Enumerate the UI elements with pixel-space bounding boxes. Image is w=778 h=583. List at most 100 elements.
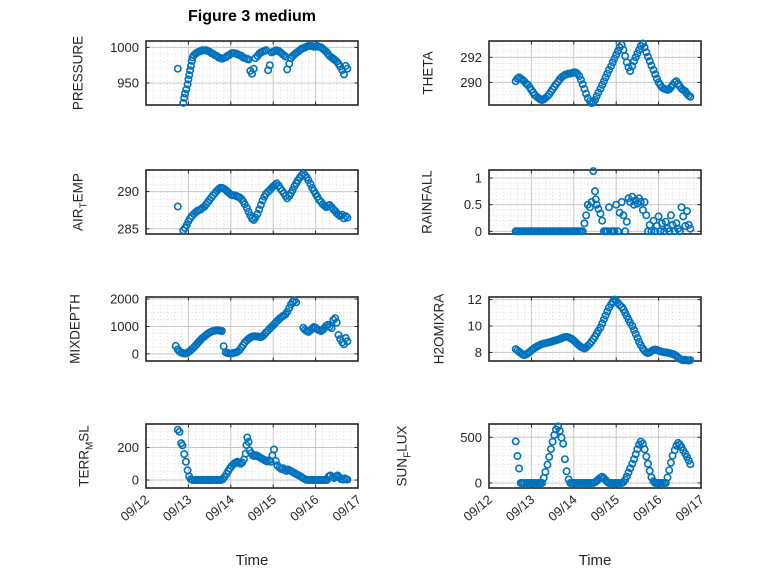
data-point-marker	[679, 212, 688, 221]
minor-grid	[146, 424, 358, 488]
data-point-marker	[617, 40, 626, 49]
data-point-marker	[554, 422, 563, 431]
y-tick-label: 1	[475, 171, 482, 186]
x-tick-label: 09/14	[545, 492, 580, 524]
subplot-theta: THETA 290 292	[421, 39, 702, 108]
scatter-markers	[511, 295, 695, 365]
axes-box	[488, 423, 702, 489]
data-point-marker	[605, 203, 614, 212]
xlabel-time-right: Time	[578, 552, 612, 569]
minor-grid	[146, 41, 358, 105]
data-point-marker	[578, 80, 587, 89]
scatter-markers	[173, 425, 352, 484]
data-point-marker	[578, 227, 587, 236]
data-point-marker	[308, 324, 317, 333]
data-point-marker	[173, 64, 182, 73]
axes-box	[488, 296, 702, 362]
y-tick-label: 290	[117, 184, 139, 199]
subplot-rainfall: RAINFALL 0 0.5 1	[420, 167, 702, 239]
axes-box	[145, 423, 359, 489]
data-point-marker	[270, 180, 279, 189]
data-point-marker	[630, 57, 639, 66]
data-point-marker	[631, 329, 640, 338]
data-point-marker	[658, 219, 667, 228]
data-point-marker	[621, 227, 630, 236]
data-point-marker	[582, 89, 591, 98]
data-point-marker	[332, 318, 341, 327]
data-point-marker	[182, 85, 191, 94]
data-point-marker	[628, 459, 637, 468]
axes-box	[488, 169, 702, 235]
data-point-marker	[331, 314, 340, 323]
data-point-marker	[249, 64, 258, 73]
data-point-marker	[619, 211, 628, 220]
subplot-air-temp: AIRTEMP 285 290	[71, 169, 359, 236]
data-point-marker	[599, 315, 608, 324]
rainfall-plot-canvas: 00.51	[464, 167, 702, 239]
data-point-marker	[270, 445, 279, 454]
data-point-marker	[253, 209, 262, 218]
axes-box	[145, 169, 359, 235]
y-tick-label: 0	[132, 473, 139, 488]
scatter-markers	[511, 422, 695, 487]
data-point-marker	[559, 439, 568, 448]
data-point-marker	[601, 311, 610, 320]
x-tick-label: 09/13	[503, 492, 538, 524]
tick-marks	[145, 170, 359, 234]
data-point-marker	[343, 475, 352, 484]
data-point-marker	[654, 212, 663, 221]
data-point-marker	[180, 89, 189, 98]
data-point-marker	[180, 450, 189, 459]
data-point-marker	[292, 298, 301, 307]
data-point-marker	[599, 77, 608, 86]
data-point-marker	[677, 203, 686, 212]
figure-title: Figure 3 medium	[187, 8, 317, 25]
data-point-marker	[179, 98, 188, 107]
data-point-marker	[615, 300, 624, 309]
y-tick-label: 0	[475, 475, 482, 490]
data-point-marker	[647, 61, 656, 70]
data-point-marker	[647, 227, 656, 236]
data-point-marker	[513, 451, 522, 460]
y-tick-label: 2000	[110, 292, 139, 307]
data-point-marker	[175, 427, 184, 436]
y-tick-label: 290	[460, 75, 482, 90]
data-point-marker	[628, 62, 637, 71]
data-point-marker	[589, 167, 598, 176]
data-point-marker	[343, 64, 352, 73]
data-point-marker	[183, 80, 192, 89]
data-point-marker	[628, 321, 637, 330]
data-point-marker	[575, 72, 584, 81]
y-tick-label: 1000	[110, 40, 139, 55]
data-point-marker	[340, 70, 349, 79]
subplot-h2omixra: H2OMIXRA 8 10 12	[432, 292, 702, 365]
data-point-marker	[343, 213, 352, 222]
data-point-marker	[334, 330, 343, 339]
data-point-marker	[279, 51, 288, 60]
data-point-marker	[343, 337, 352, 346]
y-tick-label: 8	[475, 345, 482, 360]
data-point-marker	[327, 324, 336, 333]
data-point-marker	[665, 227, 674, 236]
subplot-sun-flux: SUNFLUX 0 500 09/12 09/13 09/14 09/15 09/16 09/…	[395, 422, 707, 524]
data-point-marker	[596, 323, 605, 332]
x-tick-label: 09/17	[329, 492, 364, 524]
data-point-marker	[182, 221, 191, 230]
scatter-markers	[171, 296, 352, 358]
pressure-plot-canvas: 950 1000	[110, 40, 359, 107]
data-point-marker	[185, 71, 194, 80]
subplot-terr-msl: TERRMSL 0 200 09/12 09/13 09/14 09/15 09/16 09/…	[77, 423, 364, 524]
data-point-marker	[644, 459, 653, 468]
data-point-marker	[608, 297, 617, 306]
scatter-markers	[173, 41, 352, 107]
y-tick-label: 0	[132, 346, 139, 361]
h2omixra-plot-canvas: 8 10 12	[468, 292, 702, 365]
data-point-marker	[596, 84, 605, 93]
data-point-marker	[598, 216, 607, 225]
data-point-marker	[633, 333, 642, 342]
data-point-marker	[686, 356, 695, 365]
data-point-marker	[217, 326, 226, 335]
mixdepth-plot-canvas: 0 1000 2000	[110, 292, 359, 362]
data-point-marker	[636, 197, 645, 206]
data-point-marker	[603, 307, 612, 316]
